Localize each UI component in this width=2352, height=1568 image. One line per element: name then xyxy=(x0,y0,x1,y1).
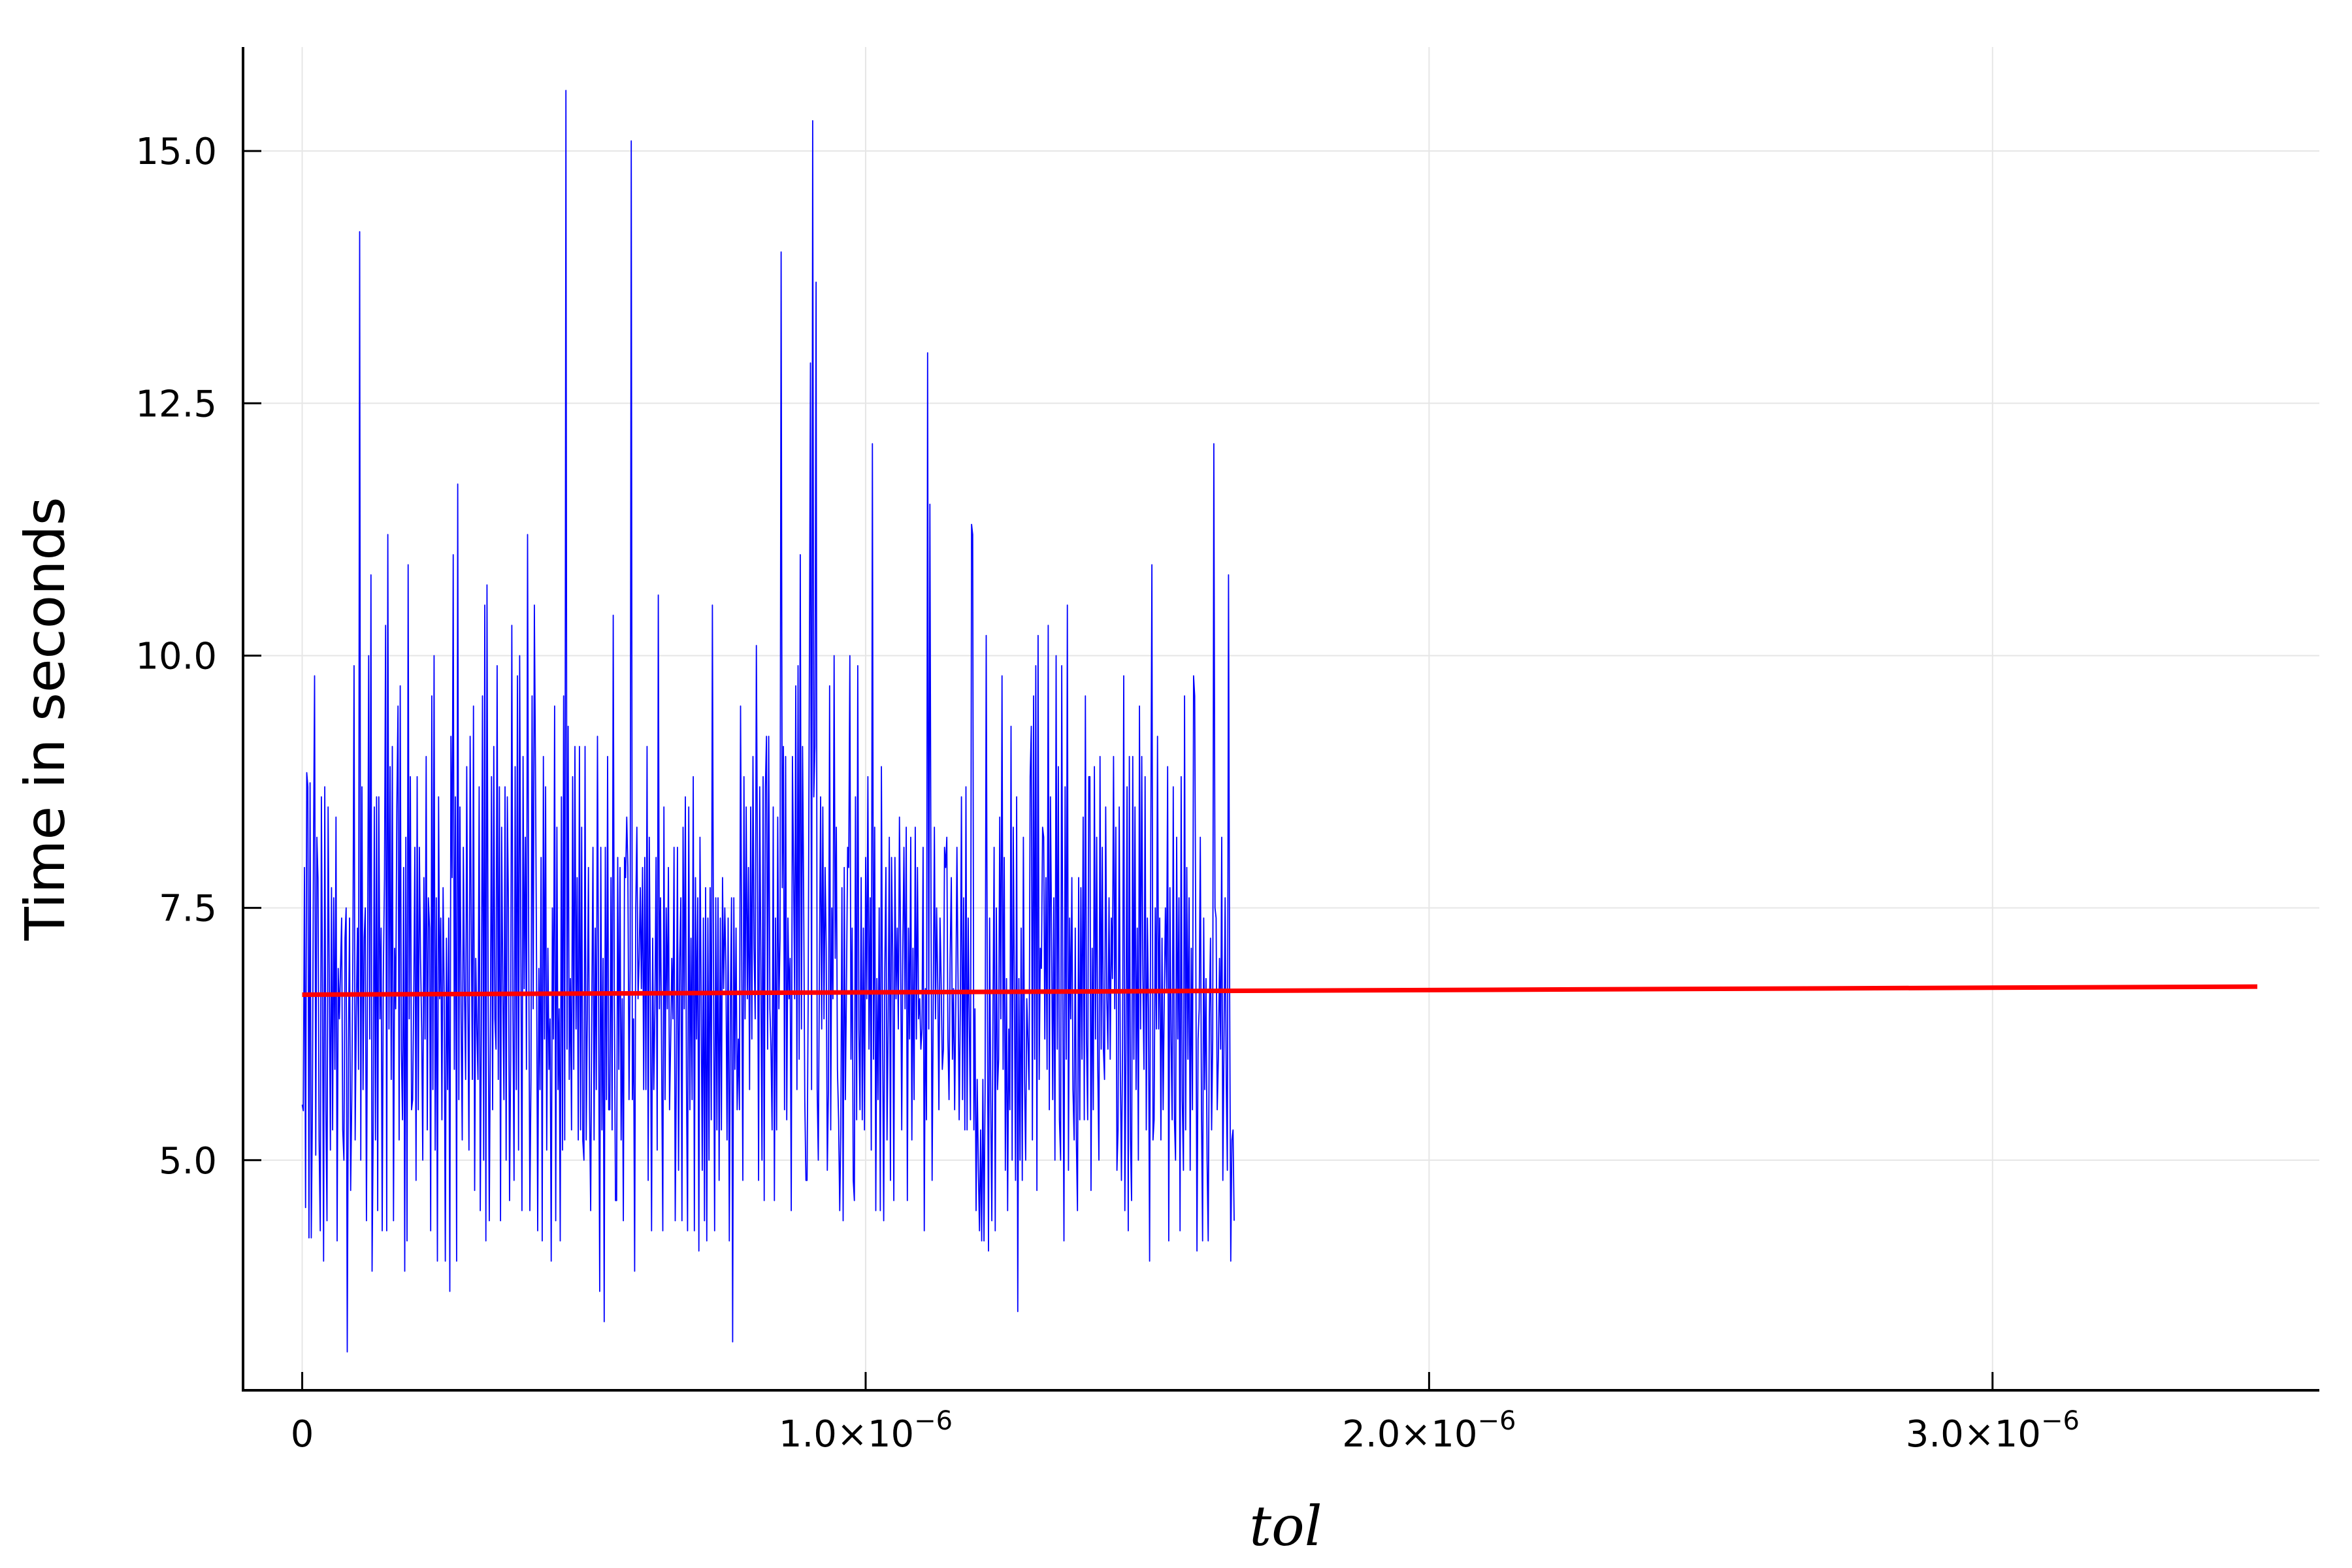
y-tick-label: 15.0 xyxy=(135,131,217,173)
x-tick-mantissa: 1.0×10 xyxy=(779,1413,914,1456)
series-line-blue xyxy=(301,90,1235,1353)
x-tick-mantissa: 0 xyxy=(291,1413,314,1456)
series-line-red xyxy=(302,984,2258,997)
x-tick-exponent: −6 xyxy=(914,1406,953,1436)
x-tick-exponent: −6 xyxy=(2041,1406,2080,1436)
x-tick-exponent: −6 xyxy=(1478,1406,1516,1436)
x-tick-label: 3.0×10−6 xyxy=(1906,1406,2080,1456)
x-tick-label: 2.0×10−6 xyxy=(1342,1406,1516,1456)
y-tick-label: 12.5 xyxy=(135,383,217,425)
y-tick-label: 7.5 xyxy=(159,888,217,930)
y-tick-label: 10.0 xyxy=(135,635,217,678)
tick-labels: 5.07.510.012.515.00 1.0×10−6 2.0×10−6 3.0×1… xyxy=(135,131,2080,1456)
y-tick-label: 5.0 xyxy=(159,1140,217,1183)
series-layer xyxy=(301,90,2258,1353)
x-tick-label: 0 xyxy=(291,1413,314,1456)
x-tick-label: 1.0×10−6 xyxy=(779,1406,953,1456)
x-tick-mantissa: 2.0×10 xyxy=(1342,1413,1477,1456)
x-tick-mantissa: 3.0×10 xyxy=(1906,1413,2041,1456)
y-axis-label: Time in seconds xyxy=(13,497,77,941)
axes xyxy=(242,47,2319,1392)
x-axis-label: tol xyxy=(1249,1494,1322,1558)
